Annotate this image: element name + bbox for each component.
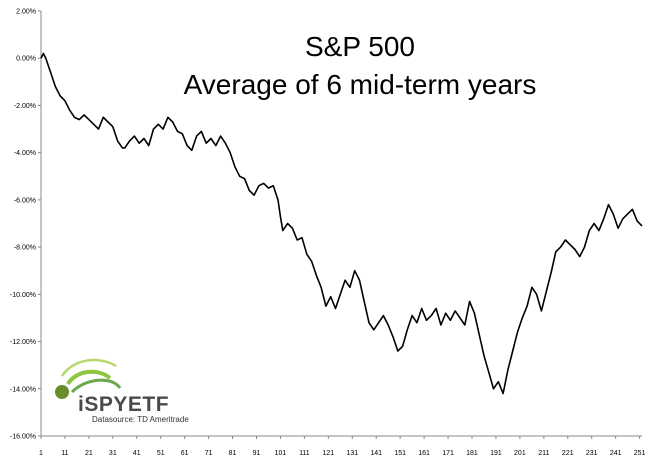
swoosh-icon — [55, 358, 122, 399]
y-tick-label: -2.00% — [14, 103, 36, 110]
x-tick-label: 161 — [418, 450, 430, 457]
x-tick-label: 231 — [586, 450, 598, 457]
datasource-label: Datasource: TD Ameritrade — [92, 415, 189, 424]
x-tick-label: 211 — [538, 450, 549, 457]
y-tick-label: -4.00% — [14, 150, 36, 157]
chart-title-line-2: Average of 6 mid-term years — [184, 69, 537, 100]
x-tick-label: 51 — [157, 450, 165, 457]
x-tick-label: 141 — [370, 450, 382, 457]
x-tick-label: 81 — [229, 450, 237, 457]
y-tick-label: 2.00% — [16, 9, 36, 16]
x-tick-label: 91 — [253, 450, 261, 457]
x-tick-label: 131 — [346, 450, 358, 457]
x-tick-label: 201 — [514, 450, 526, 457]
x-tick-label: 221 — [562, 450, 574, 457]
y-axis-ticks: 2.00% 0.00% -2.00% -4.00% -6.00% -8.00% -10.00… — [10, 9, 41, 441]
y-tick-label: 0.00% — [16, 56, 36, 63]
x-tick-label: 71 — [205, 450, 213, 457]
x-tick-label: 1 — [39, 450, 43, 457]
x-tick-label: 41 — [133, 450, 141, 457]
chart-title-line-1: S&P 500 — [305, 31, 415, 62]
ispyetf-logo: iSPYETF Datasource: TD Ameritrade — [55, 358, 189, 424]
logo-text: iSPYETF — [78, 393, 169, 416]
x-tick-label: 251 — [634, 450, 646, 457]
x-tick-label: 151 — [394, 450, 406, 457]
x-tick-label: 181 — [466, 450, 478, 457]
x-tick-label: 171 — [442, 450, 454, 457]
y-tick-label: -8.00% — [14, 245, 36, 252]
y-tick-label: -6.00% — [14, 197, 36, 204]
y-tick-label: -14.00% — [10, 386, 36, 393]
series-line — [40, 52, 643, 395]
y-tick-label: -16.00% — [10, 434, 36, 441]
x-tick-label: 121 — [322, 450, 334, 457]
x-axis-ticks: 1 11 21 31 41 51 61 71 81 91 101 111 121 131 141 151 161… — [39, 436, 646, 457]
x-tick-label: 111 — [299, 450, 310, 457]
y-tick-label: -12.00% — [10, 339, 36, 346]
x-tick-label: 31 — [109, 450, 117, 457]
x-tick-label: 191 — [490, 450, 502, 457]
y-tick-label: -10.00% — [10, 292, 36, 299]
x-tick-label: 21 — [85, 450, 93, 457]
x-tick-label: 101 — [275, 450, 287, 457]
x-tick-label: 61 — [181, 450, 189, 457]
x-tick-label: 11 — [61, 450, 68, 457]
x-tick-label: 241 — [610, 450, 622, 457]
